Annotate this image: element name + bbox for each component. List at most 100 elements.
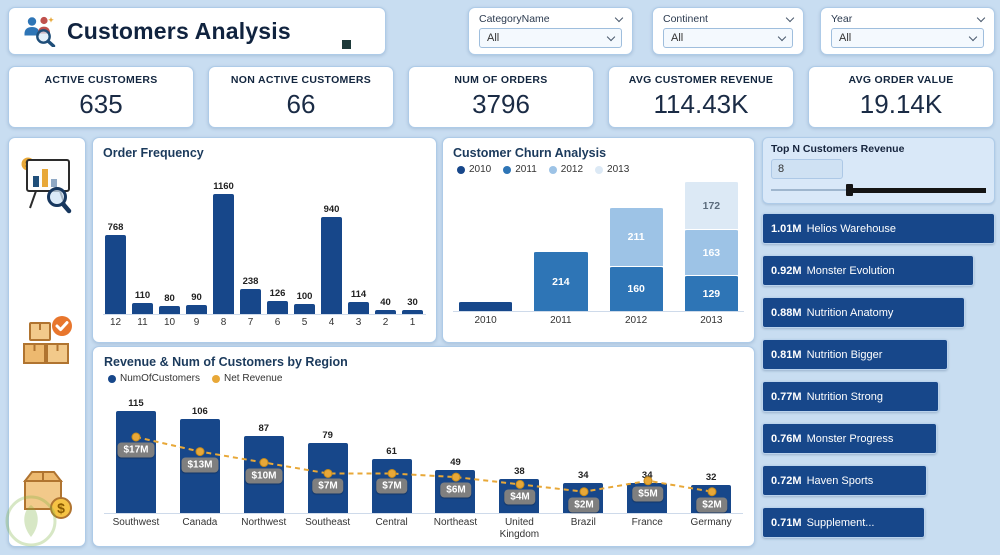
inventory-boxes-check-icon — [23, 316, 72, 364]
filter-label: CategoryName — [479, 13, 550, 25]
frequency-bar[interactable] — [213, 194, 234, 314]
bar-value-label: 90 — [191, 292, 202, 303]
kpi-card: NON ACTIVE CUSTOMERS 66 — [208, 66, 394, 128]
legend-dot — [108, 374, 116, 383]
customer-churn-chart: Customer Churn Analysis 2010 2011 2012 2013… — [442, 137, 755, 343]
bar-value-label: 61 — [386, 446, 397, 457]
frequency-bar[interactable] — [402, 310, 423, 314]
legend-item[interactable]: 2013 — [595, 164, 629, 175]
frequency-bar-column: 90 — [186, 292, 207, 314]
frequency-bar-column: 100 — [294, 291, 315, 314]
legend-item[interactable]: Net Revenue — [212, 373, 282, 384]
bar-value-label: 114 — [350, 289, 367, 300]
top-customer-bar[interactable]: 0.71M Supplement... — [762, 507, 926, 538]
kpi-card: AVG ORDER VALUE 19.14K — [808, 66, 994, 128]
frequency-bar[interactable] — [105, 235, 126, 314]
frequency-bar-column: 30 — [402, 297, 423, 314]
bar-category-label: Germany — [690, 517, 732, 528]
customer-revenue-value: 0.76M — [771, 432, 802, 445]
frequency-bar[interactable] — [159, 306, 180, 314]
page-title: Customers Analysis — [67, 17, 291, 44]
customer-revenue-value: 0.72M — [771, 474, 802, 487]
legend-item[interactable]: NumOfCustomers — [108, 373, 200, 384]
filter-dropdown[interactable]: All — [663, 28, 793, 48]
top-customer-bar[interactable]: 0.81M Nutrition Bigger — [762, 339, 949, 370]
legend-dot — [548, 165, 557, 174]
stack-segment-2011[interactable]: 129 — [684, 275, 738, 311]
bar-value-label: 49 — [450, 457, 461, 468]
bar-value-label: 115 — [128, 398, 144, 409]
bar-category-label: Central — [375, 517, 408, 528]
legend-label: 2012 — [560, 164, 584, 175]
kpi-value: 114.43K — [653, 89, 749, 119]
top-customer-bar[interactable]: 1.01M Helios Warehouse — [762, 213, 995, 244]
stack-segment-2012[interactable]: 163 — [684, 229, 738, 275]
customer-name: Nutrition Bigger — [806, 348, 883, 361]
filter-header[interactable]: Continent — [663, 13, 795, 25]
stack-segment-2012[interactable]: 211 — [609, 207, 663, 266]
bar-value-label: 34 — [578, 470, 589, 481]
stack-segment-2011[interactable]: 214 — [534, 251, 588, 311]
top-customer-bar[interactable]: 0.76M Monster Progress — [762, 423, 937, 454]
frequency-bar[interactable] — [348, 302, 369, 314]
filter-header[interactable]: Year — [831, 13, 986, 25]
frequency-bar[interactable] — [132, 303, 153, 314]
bar-value-label: 238 — [242, 276, 259, 287]
filter-header[interactable]: CategoryName — [479, 13, 624, 25]
bar-category-label: Southeast — [305, 517, 351, 528]
legend-item[interactable]: 2012 — [548, 164, 584, 175]
filter-dropdown[interactable]: All — [831, 28, 984, 48]
frequency-bar[interactable] — [240, 289, 261, 314]
filter-label: Continent — [663, 13, 708, 25]
bar-category-label: 6 — [274, 317, 281, 328]
bar-category-label: Southwest — [112, 517, 160, 528]
frequency-bar[interactable] — [294, 304, 315, 314]
bar-value-label: 79 — [322, 430, 333, 441]
stacked-bar-column: 211 160 — [609, 207, 663, 311]
revenue-data-label: $5M — [632, 486, 664, 502]
stacked-bar-column: 172 163 129 — [684, 181, 738, 311]
frequency-bar-column: 126 — [267, 288, 288, 314]
customer-name: Helios Warehouse — [806, 222, 897, 235]
customer-revenue-value: 0.88M — [771, 306, 802, 319]
customer-revenue-value: 0.71M — [771, 516, 802, 529]
watermark-leaf-logo — [5, 495, 57, 547]
slider-handle[interactable] — [846, 184, 854, 196]
chevron-down-icon — [606, 32, 616, 41]
customer-name: Nutrition Anatomy — [806, 306, 894, 319]
bar-category-label: 12 — [109, 317, 122, 328]
kpi-label: ACTIVE CUSTOMERS — [44, 74, 158, 86]
frequency-bar[interactable] — [267, 301, 288, 314]
region-plot: 115 106 87 79 61 49 38 34 34 32 $17M $13M $10M $7M $7M… — [104, 386, 743, 514]
region-bar[interactable] — [115, 411, 156, 513]
frequency-bar[interactable] — [375, 310, 396, 314]
filter-card-year: Year All — [820, 7, 995, 55]
stack-segment-2010[interactable] — [459, 301, 513, 311]
icon-sidebar: $ $ — [8, 137, 86, 547]
filter-dropdown[interactable]: All — [479, 28, 622, 48]
frequency-bar[interactable] — [321, 217, 342, 314]
stack-segment-2013[interactable]: 172 — [684, 181, 738, 229]
bar-category-label: 8 — [220, 317, 227, 328]
frequency-bar-column: 238 — [240, 276, 261, 314]
top-n-slider[interactable] — [771, 184, 986, 196]
top-customer-bar[interactable]: 0.72M Haven Sports — [762, 465, 928, 496]
top-customer-bar[interactable]: 0.77M Nutrition Strong — [762, 381, 940, 412]
top-customer-bar[interactable]: 0.88M Nutrition Anatomy — [762, 297, 965, 328]
chevron-down-icon — [785, 13, 795, 22]
bar-category-label: 11 — [137, 317, 148, 328]
bar-value-label: 87 — [258, 423, 270, 434]
bar-value-label: 1160 — [213, 181, 234, 192]
customer-revenue-value: 0.77M — [771, 390, 802, 403]
top-n-slicer-card: Top N Customers Revenue — [762, 137, 995, 204]
top-customer-bar[interactable]: 0.92M Monster Evolution — [762, 255, 975, 286]
filter-selected-value: All — [671, 32, 684, 44]
kpi-label: NON ACTIVE CUSTOMERS — [230, 74, 372, 86]
legend-item[interactable]: 2010 — [457, 164, 491, 175]
stack-segment-2011[interactable]: 160 — [609, 266, 663, 311]
top-n-input[interactable] — [771, 159, 843, 179]
frequency-bar[interactable] — [186, 305, 207, 314]
kpi-card: NUM OF ORDERS 3796 — [408, 66, 594, 128]
legend-item[interactable]: 2011 — [503, 164, 537, 175]
